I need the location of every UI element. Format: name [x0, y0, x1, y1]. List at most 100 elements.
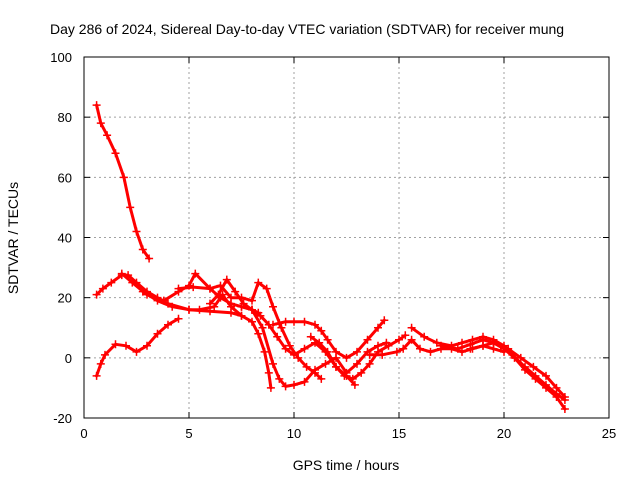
- data-point-marker: [275, 374, 284, 383]
- data-point-marker: [122, 341, 130, 350]
- data-point-marker: [332, 347, 340, 356]
- data-point-marker: [489, 338, 498, 347]
- x-tick-label: 0: [80, 426, 87, 441]
- data-point-marker: [432, 338, 441, 347]
- data-point-marker: [407, 335, 416, 344]
- x-tick-label: 5: [185, 426, 192, 441]
- data-point-marker: [407, 323, 416, 332]
- data-point-marker: [92, 371, 101, 380]
- data-point-marker: [458, 347, 466, 356]
- data-point-marker: [281, 344, 290, 353]
- data-point-marker: [206, 284, 214, 293]
- data-point-marker: [98, 284, 107, 293]
- data-point-marker: [290, 380, 298, 389]
- series-group: [92, 101, 569, 413]
- data-point-marker: [323, 347, 332, 356]
- data-point-marker: [384, 341, 393, 350]
- data-point-marker: [285, 341, 294, 350]
- series-line: [309, 333, 407, 381]
- series-arc-14: [466, 338, 569, 401]
- data-point-marker: [275, 319, 284, 328]
- data-point-marker: [323, 335, 332, 344]
- series-arc-13: [437, 335, 569, 413]
- data-point-marker: [103, 131, 112, 140]
- series-arc-6: [174, 278, 326, 383]
- y-tick-label: 0: [65, 351, 72, 366]
- series-line: [240, 305, 388, 388]
- data-point-marker: [111, 340, 120, 349]
- data-point-marker: [552, 383, 561, 392]
- y-axis-ticks: -20 0 20 40 60 80 100: [50, 50, 609, 426]
- data-point-marker: [353, 347, 361, 356]
- data-point-marker: [294, 353, 303, 362]
- series-arc-9: [269, 316, 389, 362]
- data-point-marker: [210, 302, 219, 311]
- data-point-marker: [119, 173, 128, 182]
- data-point-marker: [269, 320, 277, 329]
- data-point-marker: [92, 290, 101, 299]
- data-point-marker: [256, 311, 265, 320]
- data-point-marker: [174, 284, 183, 293]
- data-point-marker: [185, 305, 193, 314]
- data-point-marker: [206, 299, 214, 308]
- data-point-marker: [300, 377, 309, 386]
- data-point-marker: [315, 338, 324, 347]
- y-axis-label: SDTVAR / TECUs: [5, 182, 21, 294]
- data-point-marker: [264, 368, 273, 377]
- data-point-marker: [290, 350, 298, 359]
- data-point-marker: [504, 344, 513, 353]
- data-point-marker: [399, 344, 408, 353]
- series-line: [95, 317, 180, 378]
- data-point-marker: [365, 350, 374, 359]
- data-point-marker: [266, 383, 275, 392]
- data-point-marker: [521, 365, 529, 374]
- data-point-marker: [392, 347, 401, 356]
- data-point-marker: [348, 374, 357, 383]
- data-point-marker: [300, 317, 309, 326]
- data-point-marker: [426, 347, 435, 356]
- data-point-marker: [317, 374, 326, 383]
- data-point-marker: [437, 341, 445, 350]
- data-point-marker: [260, 347, 269, 356]
- plot-frame: [83, 56, 610, 419]
- series-line: [95, 103, 151, 261]
- data-point-marker: [357, 368, 366, 377]
- y-tick-label: 20: [58, 291, 72, 306]
- data-point-marker: [145, 254, 154, 263]
- y-tick-label: 80: [58, 110, 72, 125]
- data-point-marker: [365, 359, 374, 368]
- series-line: [410, 326, 567, 402]
- series-arc-3: [92, 314, 183, 380]
- data-point-marker: [138, 245, 147, 254]
- data-point-marker: [254, 329, 263, 338]
- data-point-marker: [552, 392, 561, 401]
- data-point-marker: [227, 302, 235, 311]
- data-point-marker: [342, 353, 351, 362]
- data-point-marker: [560, 392, 569, 401]
- x-axis-label: GPS time / hours: [293, 457, 400, 473]
- data-point-marker: [111, 149, 120, 158]
- data-point-marker: [401, 331, 410, 340]
- data-point-marker: [96, 119, 105, 128]
- data-point-marker: [126, 203, 135, 212]
- data-point-marker: [269, 359, 277, 368]
- data-point-marker: [277, 323, 286, 332]
- data-point-marker: [254, 278, 263, 287]
- data-point-marker: [107, 278, 116, 287]
- data-point-marker: [153, 296, 162, 305]
- data-point-marker: [458, 338, 466, 347]
- data-point-marker: [168, 302, 177, 311]
- data-point-marker: [311, 365, 319, 374]
- data-point-marker: [311, 320, 319, 329]
- data-point-marker: [317, 326, 326, 335]
- series-arc-5: [138, 287, 275, 392]
- series-arc-8: [237, 302, 391, 391]
- data-point-marker: [164, 320, 172, 329]
- data-point-marker: [374, 323, 382, 332]
- data-point-marker: [143, 341, 151, 350]
- data-point-marker: [191, 269, 200, 278]
- data-point-marker: [560, 404, 569, 413]
- data-point-marker: [132, 227, 141, 236]
- data-point-marker: [466, 344, 475, 353]
- data-point-marker: [128, 278, 137, 287]
